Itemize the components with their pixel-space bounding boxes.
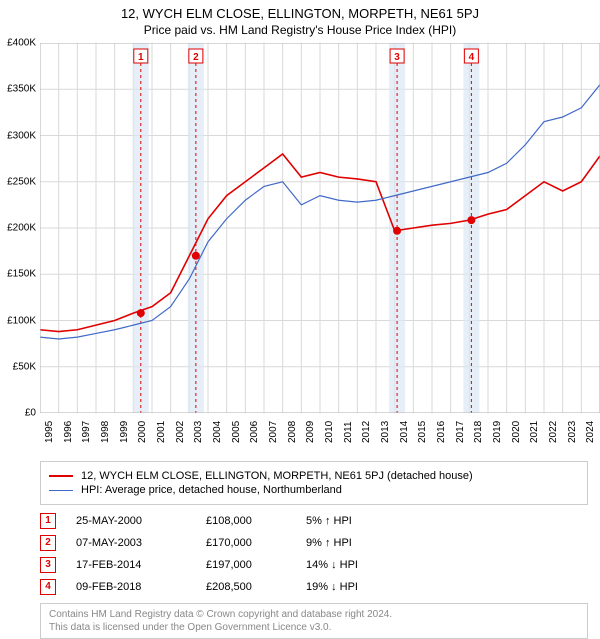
x-tick-label: 2022 xyxy=(548,421,556,443)
legend-swatch-price-paid xyxy=(49,475,73,477)
x-tick-label: 1999 xyxy=(119,421,127,443)
sale-diff: 19% ↓ HPI xyxy=(306,581,406,593)
legend-label-hpi: HPI: Average price, detached house, Nort… xyxy=(81,484,342,496)
sale-diff: 9% ↑ HPI xyxy=(306,537,406,549)
y-tick-label: £200K xyxy=(0,223,36,234)
y-tick-label: £400K xyxy=(0,38,36,49)
x-tick-label: 1995 xyxy=(44,421,52,443)
x-tick-label: 2021 xyxy=(529,421,537,443)
legend: 12, WYCH ELM CLOSE, ELLINGTON, MORPETH, … xyxy=(40,461,588,505)
x-tick-label: 2016 xyxy=(436,421,444,443)
svg-text:4: 4 xyxy=(469,52,475,63)
x-tick-label: 2000 xyxy=(137,421,145,443)
price-chart: 1234 £0£50K£100K£150K£200K£250K£300K£350… xyxy=(40,43,600,413)
y-tick-label: £150K xyxy=(0,269,36,280)
legend-swatch-hpi xyxy=(49,490,73,491)
sale-date: 07-MAY-2003 xyxy=(76,537,206,549)
footer-line1: Contains HM Land Registry data © Crown c… xyxy=(49,608,579,621)
footer-note: Contains HM Land Registry data © Crown c… xyxy=(40,603,588,639)
x-tick-label: 2015 xyxy=(417,421,425,443)
sale-date: 09-FEB-2018 xyxy=(76,581,206,593)
x-tick-label: 2008 xyxy=(287,421,295,443)
x-tick-label: 2019 xyxy=(492,421,500,443)
sale-marker-box: 3 xyxy=(40,557,56,573)
sale-price: £170,000 xyxy=(206,537,306,549)
x-tick-label: 1998 xyxy=(100,421,108,443)
x-tick-label: 2006 xyxy=(249,421,257,443)
x-tick-label: 2007 xyxy=(268,421,276,443)
sale-marker-box: 1 xyxy=(40,513,56,529)
page-title: 12, WYCH ELM CLOSE, ELLINGTON, MORPETH, … xyxy=(0,0,600,21)
footer-line2: This data is licensed under the Open Gov… xyxy=(49,621,579,634)
sale-marker-box: 2 xyxy=(40,535,56,551)
x-tick-label: 1996 xyxy=(63,421,71,443)
svg-text:3: 3 xyxy=(394,52,400,63)
x-tick-label: 2024 xyxy=(585,421,593,443)
sale-row: 3 17-FEB-2014£197,00014% ↓ HPI xyxy=(40,557,588,573)
sale-price: £208,500 xyxy=(206,581,306,593)
x-tick-label: 2018 xyxy=(473,421,481,443)
x-tick-label: 2010 xyxy=(324,421,332,443)
y-tick-label: £50K xyxy=(0,361,36,372)
x-tick-label: 2014 xyxy=(399,421,407,443)
sale-diff: 14% ↓ HPI xyxy=(306,559,406,571)
sale-diff: 5% ↑ HPI xyxy=(306,515,406,527)
x-tick-label: 2013 xyxy=(380,421,388,443)
x-axis-labels: 1995 1996 1997 1998 1999 2000 2001 2002 2003 2004… xyxy=(40,413,600,451)
x-tick-label: 2003 xyxy=(193,421,201,443)
x-tick-label: 2020 xyxy=(511,421,519,443)
x-tick-label: 2017 xyxy=(455,421,463,443)
x-tick-label: 2011 xyxy=(343,421,351,443)
legend-row-hpi: HPI: Average price, detached house, Nort… xyxy=(49,484,579,496)
x-tick-label: 2005 xyxy=(231,421,239,443)
sale-date: 25-MAY-2000 xyxy=(76,515,206,527)
sale-price: £108,000 xyxy=(206,515,306,527)
x-tick-label: 2004 xyxy=(212,421,220,443)
sale-date: 17-FEB-2014 xyxy=(76,559,206,571)
x-tick-label: 1997 xyxy=(81,421,89,443)
x-tick-label: 2001 xyxy=(156,421,164,443)
svg-text:1: 1 xyxy=(138,52,144,63)
x-tick-label: 2002 xyxy=(175,421,183,443)
x-tick-label: 2012 xyxy=(361,421,369,443)
sale-row: 1 25-MAY-2000£108,0005% ↑ HPI xyxy=(40,513,588,529)
sales-table: 1 25-MAY-2000£108,0005% ↑ HPI 2 07-MAY-2003… xyxy=(40,513,588,595)
sale-marker-box: 4 xyxy=(40,579,56,595)
legend-label-price-paid: 12, WYCH ELM CLOSE, ELLINGTON, MORPETH, … xyxy=(81,470,473,482)
y-tick-label: £300K xyxy=(0,130,36,141)
page-subtitle: Price paid vs. HM Land Registry's House … xyxy=(0,23,600,37)
svg-text:2: 2 xyxy=(193,52,199,63)
y-axis-labels: £0£50K£100K£150K£200K£250K£300K£350K£400… xyxy=(0,43,38,413)
sale-price: £197,000 xyxy=(206,559,306,571)
x-tick-label: 2023 xyxy=(567,421,575,443)
y-tick-label: £100K xyxy=(0,315,36,326)
sale-row: 4 09-FEB-2018£208,50019% ↓ HPI xyxy=(40,579,588,595)
y-tick-label: £350K xyxy=(0,84,36,95)
legend-row-price-paid: 12, WYCH ELM CLOSE, ELLINGTON, MORPETH, … xyxy=(49,470,579,482)
y-tick-label: £0 xyxy=(0,408,36,419)
sale-row: 2 07-MAY-2003£170,0009% ↑ HPI xyxy=(40,535,588,551)
chart-svg: 1 2 3 4 xyxy=(40,43,600,413)
y-tick-label: £250K xyxy=(0,176,36,187)
x-tick-label: 2009 xyxy=(305,421,313,443)
